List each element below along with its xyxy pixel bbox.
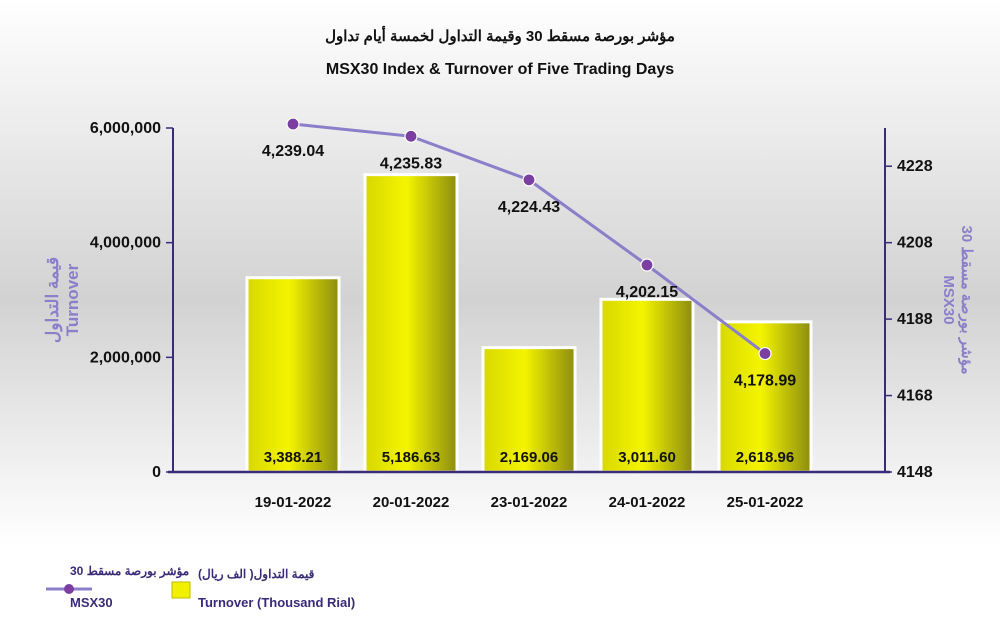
left-axis-label-ar: قيمة التداول [43, 257, 63, 343]
right-axis-ticks: 4148 4168 4188 4208 4228 [885, 158, 933, 481]
right-tick-label: 4168 [897, 388, 933, 405]
x-axis-ticks: 19-01-2022 20-01-2022 23-01-2022 24-01-2022… [255, 494, 804, 511]
right-axis-label-ar: مؤشر بورصة مسقط 30 [958, 225, 975, 374]
left-axis-ticks: 0 2,000,000 4,000,000 6,000,000 [90, 120, 173, 481]
msx30-point-label: 4,235.83 [380, 155, 442, 172]
right-axis-label: مؤشر بورصة مسقط 30 MSX30 [940, 225, 975, 374]
left-axis-label-en: Turnover [63, 263, 82, 336]
msx30-point [286, 117, 300, 131]
right-tick-label: 4188 [897, 311, 933, 328]
axes [168, 128, 890, 474]
left-tick-label: 6,000,000 [90, 120, 161, 137]
legend-marker-swatch [64, 584, 74, 594]
x-tick-label: 20-01-2022 [373, 494, 450, 511]
bars: 3,388.21 5,186.63 2,169.06 3,011.60 2,618.96 [245, 173, 813, 474]
turnover-bar [245, 276, 341, 474]
chart-title-ar: مؤشر بورصة مسقط 30 وقيمة التداول لخمسة أ… [325, 25, 675, 45]
left-tick-label: 4,000,000 [90, 235, 161, 252]
x-tick-label: 24-01-2022 [609, 494, 686, 511]
msx30-point-label: 4,202.15 [616, 284, 678, 301]
msx30-point-label: 4,224.43 [498, 199, 560, 216]
x-tick-label: 25-01-2022 [727, 494, 804, 511]
turnover-bar-label: 2,618.96 [736, 449, 794, 466]
legend-label-turnover-ar: قيمة التداول( الف ريال) [198, 567, 315, 582]
msx30-point [522, 173, 536, 187]
legend-item-msx30: مؤشر بورصة مسقط 30 MSX30 [46, 564, 189, 610]
right-axis-label-en: MSX30 [940, 275, 957, 324]
line-series: 4,239.04 4,235.83 4,224.43 4,202.15 4,178.99 [262, 117, 796, 390]
legend-label-turnover-en: Turnover (Thousand Rial) [198, 595, 355, 610]
msx30-point-label: 4,239.04 [262, 143, 324, 160]
msx30-point [758, 346, 772, 361]
left-axis-label: قيمة التداول Turnover [43, 257, 82, 343]
turnover-bar-label: 2,169.06 [500, 449, 558, 466]
msx30-point [404, 129, 418, 143]
legend-label-msx30-ar: مؤشر بورصة مسقط 30 [70, 564, 189, 579]
left-tick-label: 2,000,000 [90, 349, 161, 366]
legend-item-turnover: قيمة التداول( الف ريال) Turnover (Thousa… [171, 567, 355, 610]
turnover-bar-label: 3,011.60 [618, 449, 676, 466]
legend: مؤشر بورصة مسقط 30 MSX30 قيمة التداول( ا… [46, 564, 355, 610]
msx30-point-label: 4,178.99 [734, 373, 796, 390]
x-tick-label: 19-01-2022 [255, 494, 332, 511]
left-tick-label: 0 [152, 464, 161, 481]
x-tick-label: 23-01-2022 [491, 494, 568, 511]
right-tick-label: 4208 [897, 235, 933, 252]
chart-title-en: MSX30 Index & Turnover of Five Trading D… [326, 61, 674, 78]
msx30-point [640, 258, 654, 272]
legend-bar-swatch [171, 581, 191, 599]
turnover-bar [717, 320, 813, 474]
turnover-bar-label: 5,186.63 [382, 449, 440, 466]
turnover-bar [599, 297, 695, 474]
legend-label-msx30-en: MSX30 [70, 595, 113, 610]
turnover-bar [363, 173, 459, 474]
right-tick-label: 4148 [897, 464, 933, 481]
right-tick-label: 4228 [897, 158, 933, 175]
turnover-bar-label: 3,388.21 [264, 449, 322, 466]
